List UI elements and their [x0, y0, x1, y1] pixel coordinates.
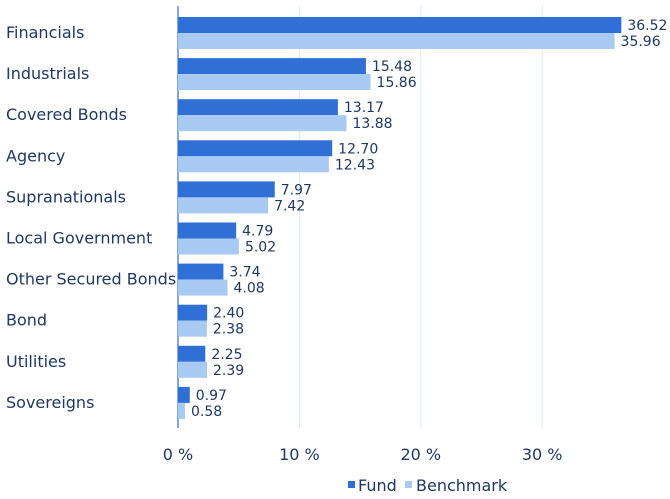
- category-label: Utilities: [6, 352, 66, 371]
- x-tick-label: 20 %: [400, 445, 441, 464]
- category-label: Sovereigns: [6, 393, 94, 412]
- data-label-fund: 15.48: [372, 59, 412, 75]
- category-label: Local Government: [6, 229, 152, 248]
- data-label-fund: 0.97: [196, 388, 227, 404]
- bar-benchmark: [178, 320, 207, 337]
- bar-fund: [178, 17, 622, 33]
- bar-benchmark: [178, 238, 239, 255]
- bar-benchmark: [178, 361, 208, 378]
- x-tick-label: 0 %: [163, 445, 193, 464]
- category-label: Supranationals: [6, 187, 126, 206]
- bar-benchmark: [178, 33, 615, 49]
- bar-fund: [178, 263, 224, 280]
- legend-swatch-benchmark: [405, 481, 412, 488]
- data-label-fund: 4.79: [242, 224, 273, 240]
- bar-benchmark: [178, 74, 371, 91]
- data-label-benchmark: 7.42: [274, 198, 305, 214]
- bar-fund: [178, 386, 190, 403]
- data-label-fund: 2.40: [213, 306, 244, 322]
- bar-fund: [178, 181, 275, 198]
- data-label-benchmark: 35.96: [621, 34, 661, 50]
- x-tick-label: 30 %: [522, 445, 563, 464]
- category-label: Bond: [6, 311, 47, 330]
- data-label-benchmark: 5.02: [245, 240, 276, 256]
- bar-benchmark: [178, 156, 329, 173]
- category-label: Covered Bonds: [6, 105, 127, 124]
- data-label-fund: 12.70: [338, 141, 378, 157]
- category-label: Industrials: [6, 64, 89, 83]
- legend-label-benchmark: Benchmark: [416, 476, 508, 495]
- data-label-benchmark: 12.43: [335, 157, 375, 173]
- x-tick-label: 10 %: [279, 445, 320, 464]
- data-label-fund: 3.74: [229, 265, 260, 281]
- bars: [178, 17, 622, 419]
- category-label: Agency: [6, 146, 65, 165]
- data-label-fund: 7.97: [281, 182, 312, 198]
- data-label-benchmark: 15.86: [377, 75, 417, 91]
- bar-benchmark: [178, 115, 347, 132]
- data-label-benchmark: 0.58: [191, 404, 222, 420]
- data-label-benchmark: 4.08: [234, 281, 265, 297]
- legend-swatch-fund: [348, 481, 355, 488]
- data-label-benchmark: 2.39: [213, 363, 244, 379]
- x-axis-ticks: 0 % 10 % 20 % 30 %: [163, 445, 563, 464]
- bar-fund: [178, 58, 366, 75]
- bar-benchmark: [178, 279, 228, 296]
- bar-fund: [178, 222, 237, 239]
- legend-label-fund: Fund: [358, 476, 397, 495]
- data-label-fund: 2.25: [211, 347, 242, 363]
- bar-fund: [178, 345, 206, 362]
- bar-benchmark: [178, 402, 186, 419]
- data-label-fund: 13.17: [344, 100, 384, 116]
- bar-fund: [178, 304, 208, 321]
- data-label-benchmark: 2.38: [213, 322, 244, 338]
- data-label-fund: 36.52: [627, 18, 667, 34]
- legend: Fund Benchmark: [348, 476, 508, 495]
- bar-benchmark: [178, 197, 269, 214]
- category-label: Other Secured Bonds: [6, 270, 176, 289]
- category-label: Financials: [6, 23, 84, 42]
- data-label-benchmark: 13.88: [353, 116, 393, 132]
- bar-fund: [178, 140, 333, 157]
- bar-fund: [178, 99, 338, 116]
